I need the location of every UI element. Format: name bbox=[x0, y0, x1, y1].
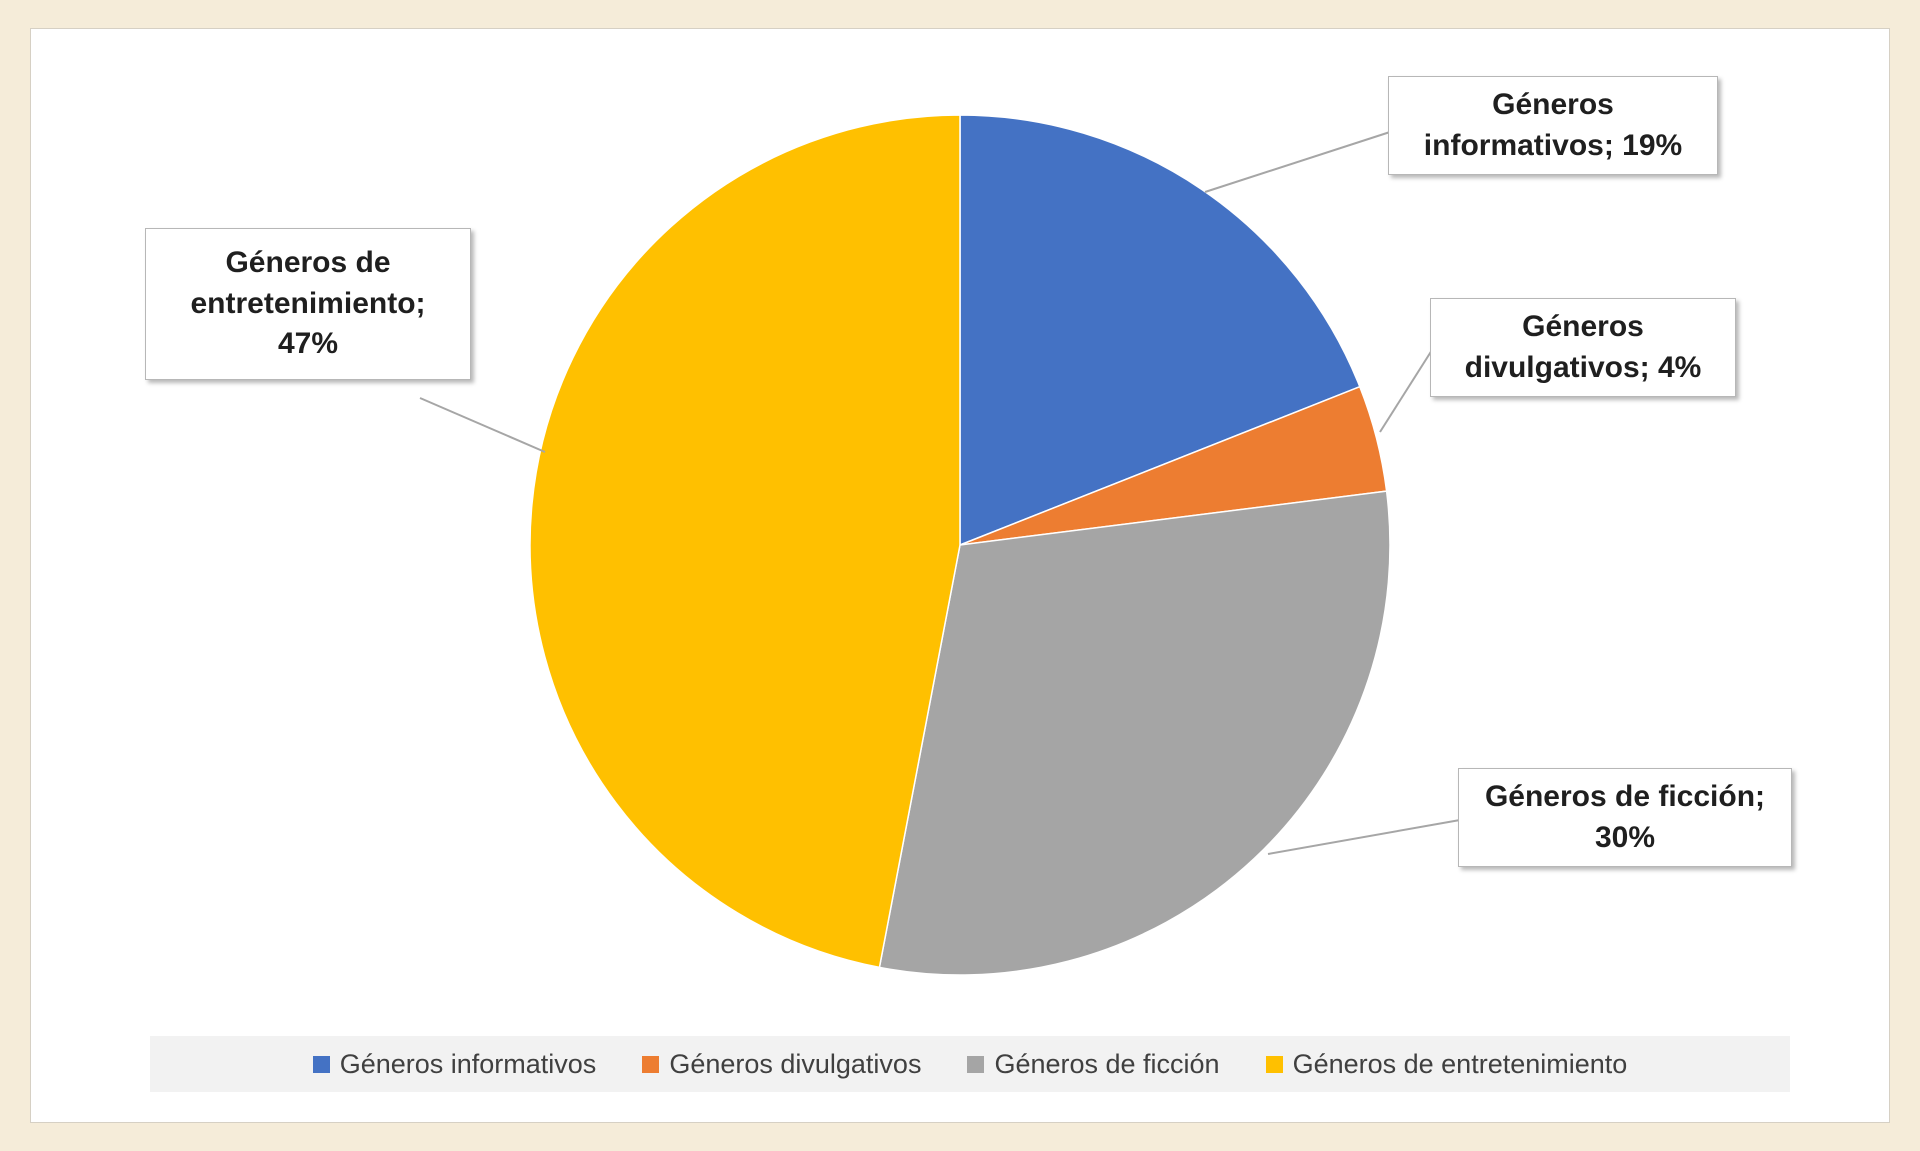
data-label-line: 30% bbox=[1594, 820, 1656, 854]
data-label-line: entretenimiento; bbox=[190, 286, 426, 320]
legend-label: Géneros de entretenimiento bbox=[1292, 1048, 1628, 1079]
legend-item-entretenimiento: Géneros de entretenimiento bbox=[1265, 1048, 1628, 1080]
data-label-divulgativos: Géneros divulgativos; 4% bbox=[1430, 298, 1736, 397]
legend-label: Géneros informativos bbox=[339, 1048, 597, 1079]
legend-item-ficcion: Géneros de ficción bbox=[967, 1048, 1220, 1080]
data-label-line: 47% bbox=[277, 327, 339, 360]
data-label-informativos: Géneros informativos; 19% bbox=[1388, 76, 1718, 175]
leader-line-divulgativos bbox=[1379, 349, 1433, 433]
chart-legend: Géneros informativos Géneros divulgativo… bbox=[150, 1036, 1790, 1092]
data-label-entretenimiento: Géneros de entretenimiento; 47% bbox=[145, 228, 471, 380]
data-label-line: Géneros bbox=[1492, 88, 1614, 121]
data-label-line: informativos; 19% bbox=[1423, 128, 1683, 162]
pie-slice-2 bbox=[878, 490, 1391, 976]
pie-slice-3 bbox=[529, 114, 961, 969]
legend-swatch-ficcion-icon bbox=[967, 1055, 985, 1073]
legend-item-informativos: Géneros informativos bbox=[312, 1048, 597, 1080]
leader-line-entretenimiento bbox=[419, 397, 546, 453]
legend-label: Géneros divulgativos bbox=[669, 1048, 922, 1079]
data-label-ficcion: Géneros de ficción; 30% bbox=[1458, 768, 1792, 867]
data-label-line: Géneros de bbox=[225, 246, 391, 279]
pie-slices bbox=[529, 114, 1391, 976]
legend-swatch-informativos-icon bbox=[312, 1055, 330, 1073]
pie-slice-0 bbox=[959, 114, 1361, 547]
leader-lines bbox=[419, 131, 1461, 855]
legend-label: Géneros de ficción bbox=[994, 1048, 1220, 1079]
data-label-line: Géneros bbox=[1522, 310, 1644, 343]
legend-item-divulgativos: Géneros divulgativos bbox=[642, 1049, 921, 1080]
data-label-line: Géneros de ficción; bbox=[1484, 780, 1766, 813]
legend-swatch-entretenimiento-icon bbox=[1265, 1055, 1283, 1073]
leader-line-ficcion bbox=[1267, 819, 1461, 855]
data-label-line: divulgativos; 4% bbox=[1464, 350, 1702, 384]
legend-swatch-divulgativos-icon bbox=[642, 1055, 660, 1073]
leader-line-informativos bbox=[1204, 131, 1391, 193]
